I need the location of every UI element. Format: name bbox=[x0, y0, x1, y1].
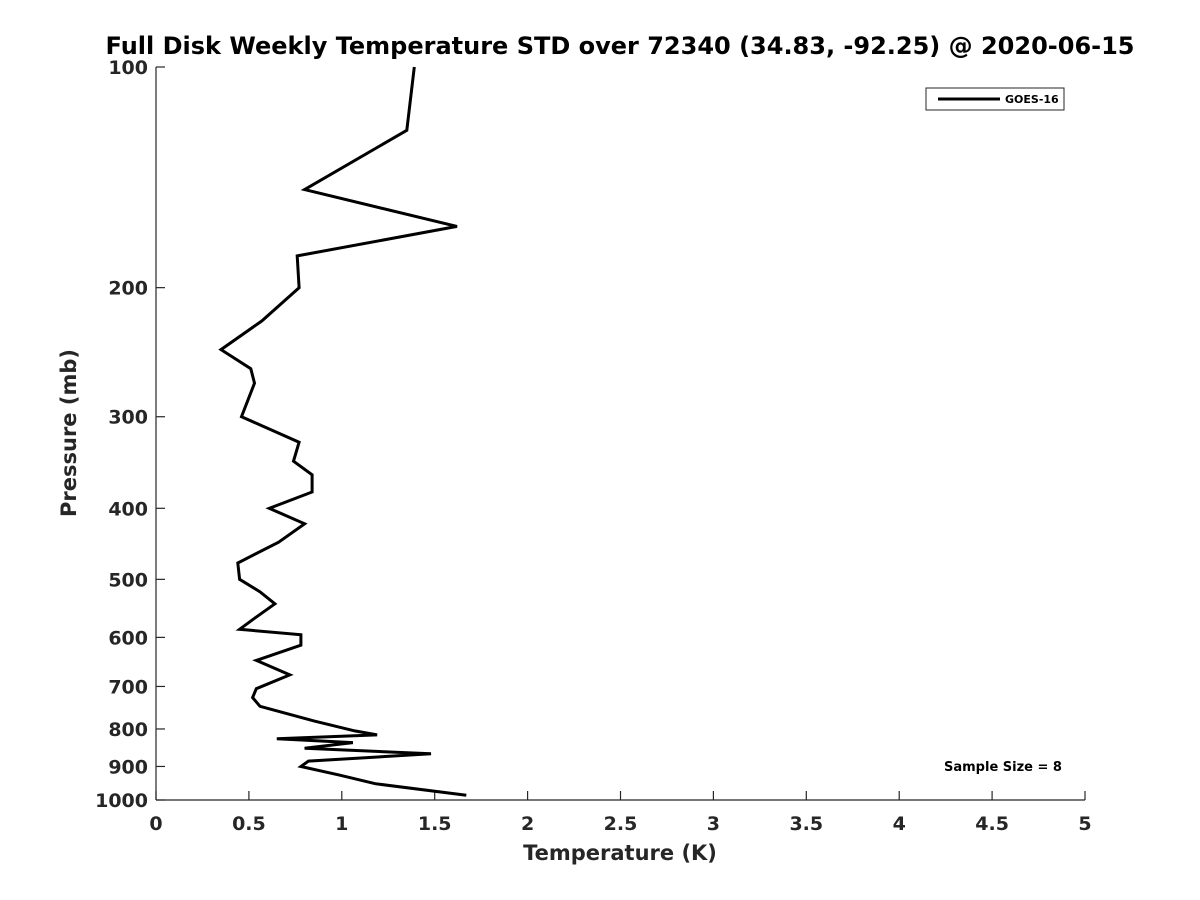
x-tick-label: 3 bbox=[707, 813, 720, 835]
y-tick-label: 500 bbox=[108, 569, 148, 591]
x-tick-label: 4 bbox=[893, 813, 906, 835]
legend: GOES-16 bbox=[925, 87, 1065, 111]
chart-title: Full Disk Weekly Temperature STD over 72… bbox=[106, 32, 1135, 60]
legend-entry-goes16: GOES-16 bbox=[1005, 93, 1059, 106]
x-ticks: 0 0.5 1 1.5 2 2.5 3 3.5 4 4.5 5 bbox=[149, 791, 1092, 835]
y-tick-label: 300 bbox=[108, 407, 148, 429]
y-axis-label: Pressure (mb) bbox=[57, 349, 81, 517]
y-tick-label: 900 bbox=[108, 756, 148, 778]
y-tick-label: 200 bbox=[108, 278, 148, 300]
y-tick-label: 1000 bbox=[95, 790, 148, 812]
x-tick-label: 4.5 bbox=[975, 813, 1009, 835]
plot-area bbox=[156, 67, 1085, 800]
x-axis-label: Temperature (K) bbox=[523, 841, 717, 865]
y-tick-label: 700 bbox=[108, 676, 148, 698]
y-tick-label: 100 bbox=[108, 57, 148, 79]
x-tick-label: 0 bbox=[149, 813, 162, 835]
x-tick-label: 1 bbox=[335, 813, 348, 835]
sample-size-annotation: Sample Size = 8 bbox=[944, 760, 1062, 775]
series-line-goes16 bbox=[218, 66, 467, 797]
x-tick-label: 2.5 bbox=[604, 813, 638, 835]
y-ticks: 100 200 300 400 500 600 700 800 900 1000 bbox=[95, 57, 165, 812]
x-tick-label: 2 bbox=[521, 813, 534, 835]
x-tick-label: 3.5 bbox=[789, 813, 823, 835]
y-tick-label: 400 bbox=[108, 498, 148, 520]
x-tick-label: 5 bbox=[1078, 813, 1091, 835]
y-tick-label: 600 bbox=[108, 627, 148, 649]
y-tick-label: 800 bbox=[108, 719, 148, 741]
x-tick-label: 1.5 bbox=[418, 813, 452, 835]
x-tick-label: 0.5 bbox=[232, 813, 266, 835]
